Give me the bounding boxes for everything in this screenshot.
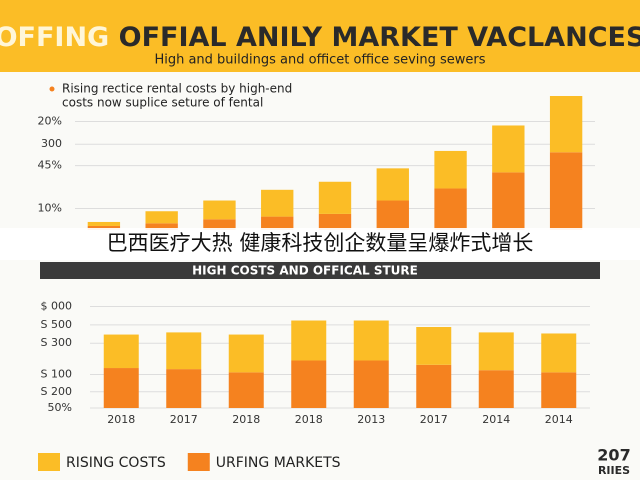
bar-segment <box>261 216 294 230</box>
bar-segment <box>261 189 294 217</box>
bar-segment <box>87 221 121 226</box>
bar-segment <box>434 188 467 230</box>
x-tick-label: 2018 <box>295 413 323 426</box>
note-text: Rising rectice rental costs by high-end <box>62 82 292 96</box>
corner-text: 207 <box>597 446 630 465</box>
corner-text: RIIES <box>598 464 630 477</box>
y-tick-label: S 200 <box>41 385 72 398</box>
header-band <box>0 0 640 72</box>
bar-segment <box>353 320 389 361</box>
bar-segment <box>353 360 389 408</box>
bar-segment <box>492 172 525 230</box>
bar-segment <box>541 333 577 373</box>
legend-swatch <box>38 453 60 471</box>
bar-segment <box>87 225 121 230</box>
y-tick-label: S 300 <box>41 336 72 349</box>
charts: 20% 300 45% 10% Rising rectice rental costs … <box>38 82 595 426</box>
note-bullet <box>49 86 55 92</box>
bar-segment <box>434 150 467 189</box>
title-part: OFFIAL ANILY MARKET VACLANCES <box>119 22 640 53</box>
overlay-caption: 巴西医疗大热 健康科技创企数量呈爆炸式增长 <box>107 231 534 255</box>
x-tick-label: 2018 <box>232 413 260 426</box>
x-tick-label: 2014 <box>482 413 510 426</box>
bar-segment <box>228 372 264 408</box>
banner-band <box>40 262 600 279</box>
note-text: costs now suplice seture of fental <box>62 96 263 110</box>
bar-segment <box>166 332 202 370</box>
legend: RISING COSTS URFING MARKETS <box>38 453 341 471</box>
bar-segment <box>376 200 409 230</box>
bar-segment <box>103 334 139 369</box>
bar-segment <box>166 369 202 408</box>
title: OFFING OFFIAL ANILY MARKET VACLANCES <box>0 22 640 53</box>
bar-segment <box>318 181 352 214</box>
bar-segment <box>291 320 327 361</box>
bar-segment <box>541 372 577 408</box>
x-tick-label: 2018 <box>107 413 135 426</box>
bar-segment <box>145 211 178 224</box>
banner: HIGH COSTS AND OFFICAL STURE <box>192 264 418 278</box>
x-tick-label: 2014 <box>545 413 573 426</box>
legend-swatch <box>187 453 210 471</box>
bar-segment <box>228 334 264 373</box>
y-tick-label: S 500 <box>41 318 72 331</box>
bar-segment <box>478 370 514 408</box>
legend-label: RISING COSTS <box>66 455 166 471</box>
bar-segment <box>318 213 352 230</box>
bar-segment <box>549 152 583 230</box>
y-tick-label: 50% <box>48 401 72 414</box>
subtitle: High and buildings and officet office se… <box>154 53 485 68</box>
bar-segment <box>291 360 327 408</box>
bar-segment <box>376 168 409 201</box>
y-tick-label: 20% <box>38 114 62 127</box>
x-tick-label: 2013 <box>357 413 385 426</box>
bar-segment <box>478 332 514 371</box>
caption-band <box>0 228 640 260</box>
legend-label: URFING MARKETS <box>216 455 341 471</box>
bar-segment <box>549 96 583 153</box>
y-tick-label: 10% <box>38 202 62 215</box>
bar-segment <box>203 219 236 230</box>
x-tick-label: 2017 <box>170 413 198 426</box>
bar-segment <box>492 125 525 173</box>
x-tick-label: 2017 <box>420 413 448 426</box>
bar-segment <box>416 327 452 365</box>
y-tick-label: $ 000 <box>41 299 73 312</box>
y-tick-label: 300 <box>41 137 62 150</box>
bar-segment <box>145 223 178 230</box>
bar-segment <box>416 364 452 408</box>
y-tick-label: S 100 <box>41 368 72 381</box>
title-part: OFFING <box>0 22 109 53</box>
y-tick-label: 45% <box>38 159 62 172</box>
bar-segment <box>203 200 236 220</box>
bar-segment <box>103 368 139 408</box>
